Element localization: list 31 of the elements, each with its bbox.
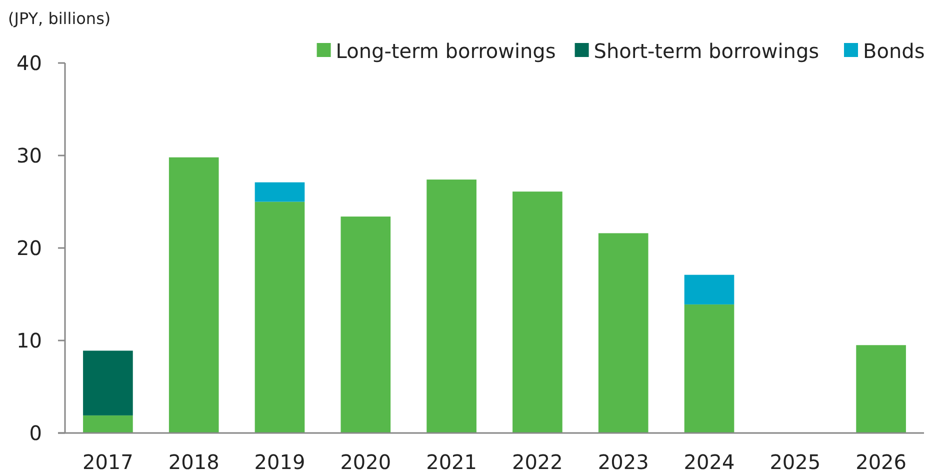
x-tick-label: 2017: [82, 450, 134, 474]
x-tick-label: 2025: [770, 450, 821, 474]
x-tick-label: 2026: [856, 450, 907, 474]
y-tick-label: 20: [16, 236, 42, 260]
bar: [512, 192, 562, 433]
bar: [684, 274, 734, 304]
y-tick-label: 10: [16, 328, 42, 352]
bar: [254, 202, 305, 433]
bar: [83, 350, 133, 416]
x-tick-label: 2022: [512, 450, 563, 474]
legend-label: Long-term borrowings: [336, 39, 556, 63]
x-tick-label: 2024: [684, 450, 735, 474]
x-tick-label: 2021: [426, 450, 478, 474]
x-tick-label: 2019: [254, 450, 306, 474]
x-tick-label: 2020: [340, 450, 392, 474]
x-tick-label: 2018: [168, 450, 220, 474]
bar: [684, 304, 734, 433]
bar: [340, 216, 391, 433]
legend-label: Bonds: [863, 39, 925, 63]
bar: [856, 345, 906, 433]
bar: [254, 182, 305, 202]
y-tick-label: 30: [16, 144, 42, 168]
x-tick-label: 2023: [598, 450, 649, 474]
bar: [426, 180, 476, 433]
legend-label: Short-term borrowings: [594, 39, 820, 63]
bar: [598, 233, 648, 433]
y-axis-title: (JPY, billions): [8, 9, 111, 28]
y-tick-label: 0: [29, 421, 42, 445]
bar: [83, 415, 133, 433]
bar: [168, 157, 219, 433]
y-tick-label: 40: [16, 51, 42, 75]
